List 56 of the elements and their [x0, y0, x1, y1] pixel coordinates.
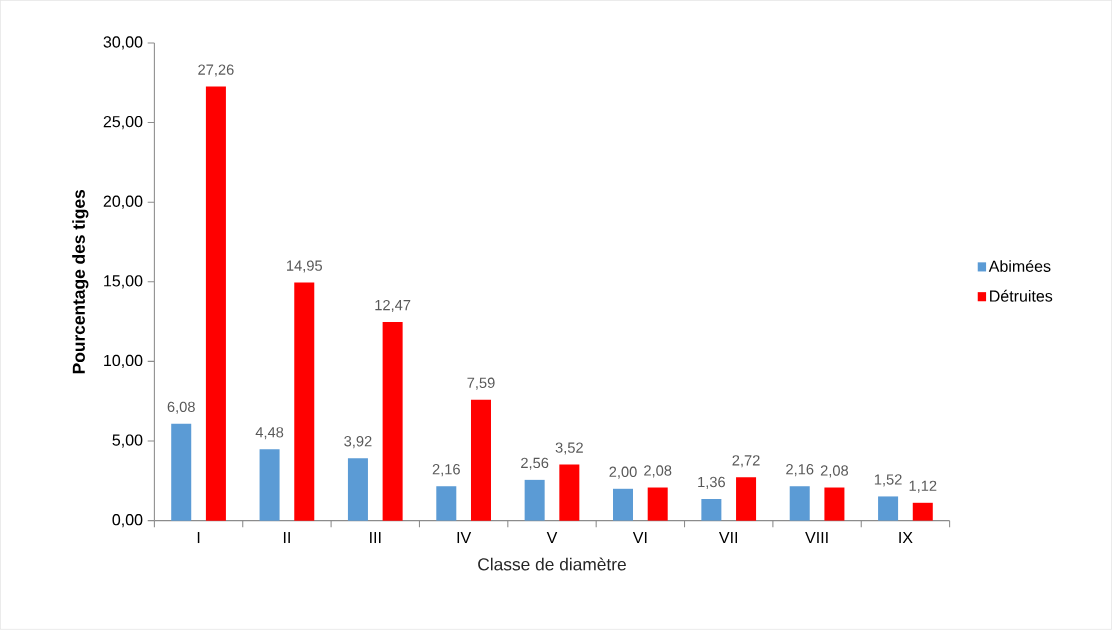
- data-label: 7,59: [467, 377, 495, 390]
- bar: [205, 86, 226, 521]
- bar: [382, 322, 403, 521]
- data-label: 12,47: [375, 300, 411, 313]
- bar: [171, 424, 192, 521]
- y-tick-label: 20,00: [103, 195, 143, 209]
- y-axis-title: Pourcentage des tiges: [72, 190, 89, 374]
- bar: [559, 464, 580, 521]
- data-label: 27,26: [198, 64, 234, 77]
- x-tick-label: V: [546, 532, 558, 544]
- x-tick-label: I: [197, 532, 200, 544]
- y-tick-label: 10,00: [104, 354, 143, 369]
- data-label: 2,16: [786, 464, 814, 477]
- bar: [613, 488, 634, 521]
- bar: [436, 486, 457, 521]
- data-label: 2,00: [609, 466, 637, 479]
- bar: [259, 449, 280, 521]
- data-label: 6,08: [167, 401, 195, 414]
- bar: [912, 502, 933, 521]
- data-label: 1,12: [909, 480, 937, 493]
- x-tick-label: IX: [899, 532, 913, 544]
- y-tick-label: 30,00: [103, 36, 143, 50]
- legend-label: Détruites: [990, 289, 1053, 302]
- legend-label: Abimées: [988, 260, 1051, 273]
- bar: [736, 477, 757, 521]
- y-tick-label: 25,00: [103, 116, 143, 130]
- data-label: 2,08: [820, 465, 849, 478]
- x-tick-label: IV: [457, 532, 472, 544]
- x-tick-label: II: [283, 532, 290, 544]
- data-label: 2,72: [732, 455, 760, 468]
- bar: [524, 480, 545, 521]
- bar: [824, 487, 845, 521]
- x-tick-label: VIII: [805, 532, 828, 544]
- data-label: 3,92: [344, 436, 372, 449]
- bar: [878, 496, 899, 521]
- data-label: 1,52: [874, 474, 902, 487]
- y-tick-label: 0,00: [112, 514, 143, 528]
- x-tick-label: III: [370, 532, 381, 544]
- y-tick-label: 15,00: [104, 275, 143, 289]
- x-axis-title: Classe de diamètre: [478, 557, 626, 571]
- x-tick-label: VII: [718, 532, 738, 544]
- bar: [701, 499, 722, 521]
- x-tick-label: VI: [632, 532, 647, 544]
- bar: [789, 486, 810, 521]
- data-label: 2,56: [521, 457, 549, 470]
- data-label: 2,08: [644, 465, 672, 478]
- bar: [294, 282, 315, 521]
- bar: [347, 458, 368, 521]
- data-label: 1,36: [698, 476, 725, 490]
- data-label: 4,48: [255, 427, 284, 440]
- data-label: 3,52: [555, 442, 583, 455]
- data-label: 2,16: [432, 464, 460, 477]
- bar: [470, 399, 491, 521]
- y-tick-label: 5,00: [112, 434, 143, 448]
- data-label: 14,95: [287, 260, 322, 273]
- bar: [647, 487, 668, 521]
